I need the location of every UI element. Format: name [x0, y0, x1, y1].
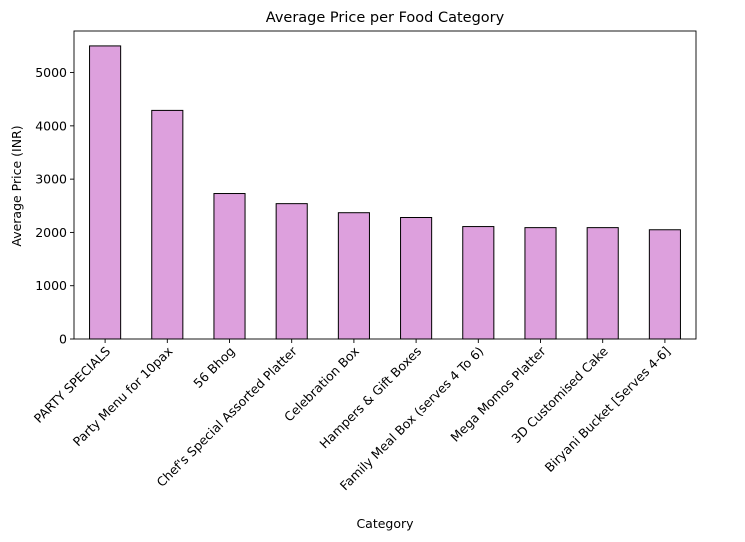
x-tick-label-9: Biryani Bucket [Serves 4-6]	[542, 344, 673, 475]
y-tick-label-0: 0	[59, 332, 67, 347]
y-tick-label-4: 4000	[35, 118, 67, 133]
bar-6	[462, 226, 495, 340]
bar-1	[151, 109, 184, 340]
bar-9	[648, 229, 681, 340]
plot-frame	[73, 30, 697, 340]
y-tick-label-2: 2000	[35, 225, 67, 240]
bars-group	[89, 45, 681, 340]
bar-5	[400, 217, 433, 340]
chart-title: Average Price per Food Category	[266, 10, 505, 26]
x-tick-label-2: 56 Bhog	[190, 344, 237, 391]
bar-0	[89, 45, 122, 340]
y-tick-label-5: 5000	[35, 65, 67, 80]
y-axis-title: Average Price (INR)	[9, 125, 24, 246]
y-tick-label-1: 1000	[35, 278, 67, 293]
bar-8	[586, 227, 619, 340]
bar-3	[275, 203, 308, 340]
bar-7	[524, 227, 557, 340]
x-tick-label-3: Chef's Special Assorted Platter	[154, 343, 301, 490]
x-axis-title: Category	[356, 516, 414, 531]
bar-4	[337, 212, 370, 340]
y-tick-label-3: 3000	[35, 172, 67, 187]
x-tick-label-5: Hampers & Gift Boxes	[316, 344, 424, 452]
bar-2	[213, 193, 246, 340]
y-axis: 0 1000 2000 3000 4000 5000	[35, 65, 74, 347]
